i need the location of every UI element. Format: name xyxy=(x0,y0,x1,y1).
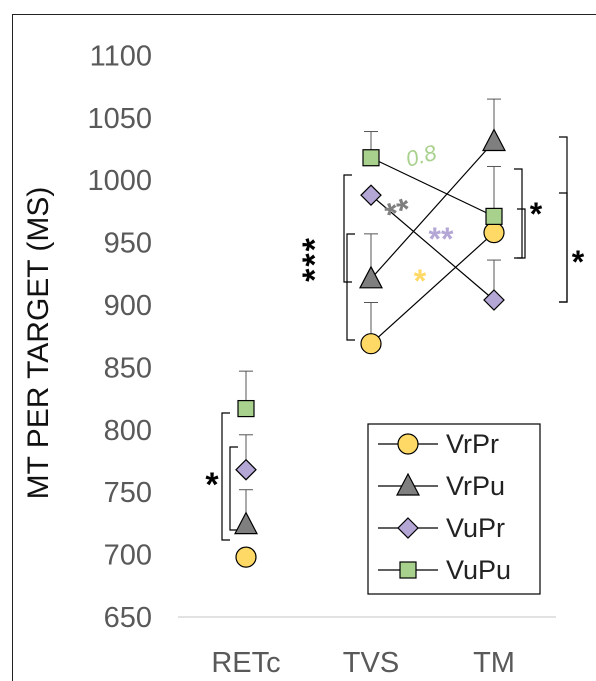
legend-marker-vrpr xyxy=(397,433,419,455)
y-axis-label: MT PER TARGET (MS) xyxy=(22,187,55,500)
annotation-label: * xyxy=(572,244,585,280)
x-tick-label: TM xyxy=(473,647,515,679)
data-point-vupu xyxy=(485,207,503,225)
data-point-vupu xyxy=(362,149,380,167)
y-tick-label: 900 xyxy=(104,290,152,322)
x-tick-label: RETc xyxy=(211,647,280,679)
annotation-label: ** xyxy=(429,221,454,257)
connector-line-vupr xyxy=(370,194,495,301)
sig-bracket-tvs-top xyxy=(343,174,352,283)
data-point-vupr xyxy=(235,458,257,481)
legend-marker-vrpu xyxy=(396,472,420,496)
sig-bracket-tm-outer-b xyxy=(559,192,568,303)
y-tick-label: 850 xyxy=(104,352,152,384)
connector-line-vupu xyxy=(370,157,495,217)
data-point-vrpr xyxy=(360,333,382,355)
y-tick-label: 1050 xyxy=(87,103,152,135)
y-tick-label: 650 xyxy=(104,602,152,634)
data-point-vrpr xyxy=(235,546,257,568)
sig-bracket-tm-inner xyxy=(514,168,523,259)
annotation-label: * xyxy=(414,263,427,299)
sig-bracket-retc-outer xyxy=(221,412,230,541)
sig-bracket-tm-inner-top xyxy=(517,208,526,259)
annotation-label: * xyxy=(530,196,543,232)
legend-label: VuPu xyxy=(446,555,511,585)
legend-marker-vupu xyxy=(399,561,417,579)
data-point-vrpr xyxy=(483,222,505,244)
legend-label: VuPr xyxy=(446,513,505,543)
data-point-vupu xyxy=(237,399,255,418)
legend-marker-vupr xyxy=(397,517,419,539)
y-tick-label: 800 xyxy=(104,415,152,447)
y-tick-label: 1000 xyxy=(87,165,152,197)
legend-label: VrPu xyxy=(446,471,505,501)
annotation-label: *** xyxy=(296,236,334,282)
y-tick-label: 750 xyxy=(104,477,152,509)
data-point-vupr xyxy=(360,184,382,207)
y-tick-label: 950 xyxy=(104,228,152,260)
sig-bracket-tm-outer-a xyxy=(559,136,568,303)
data-point-vupr xyxy=(483,289,505,311)
x-tick-label: TVS xyxy=(343,647,399,679)
connector-line-vrpr xyxy=(370,232,495,345)
sig-bracket-retc-inner xyxy=(229,446,238,531)
connector-line-vrpu xyxy=(370,141,495,280)
y-tick-label: 1100 xyxy=(90,40,152,72)
data-point-vrpu xyxy=(234,511,258,535)
y-tick-label: 700 xyxy=(104,540,152,572)
chart-frame xyxy=(12,14,596,681)
legend-box xyxy=(367,423,541,595)
data-point-vrpu xyxy=(359,265,383,289)
annotation-label: ** xyxy=(380,190,416,233)
annotation-label: 0.8 xyxy=(403,140,440,172)
data-point-vrpu xyxy=(482,128,506,152)
legend-label: VrPr xyxy=(446,429,499,459)
annotation-label: * xyxy=(205,466,219,504)
sig-bracket-tvs-bottom xyxy=(346,233,355,341)
